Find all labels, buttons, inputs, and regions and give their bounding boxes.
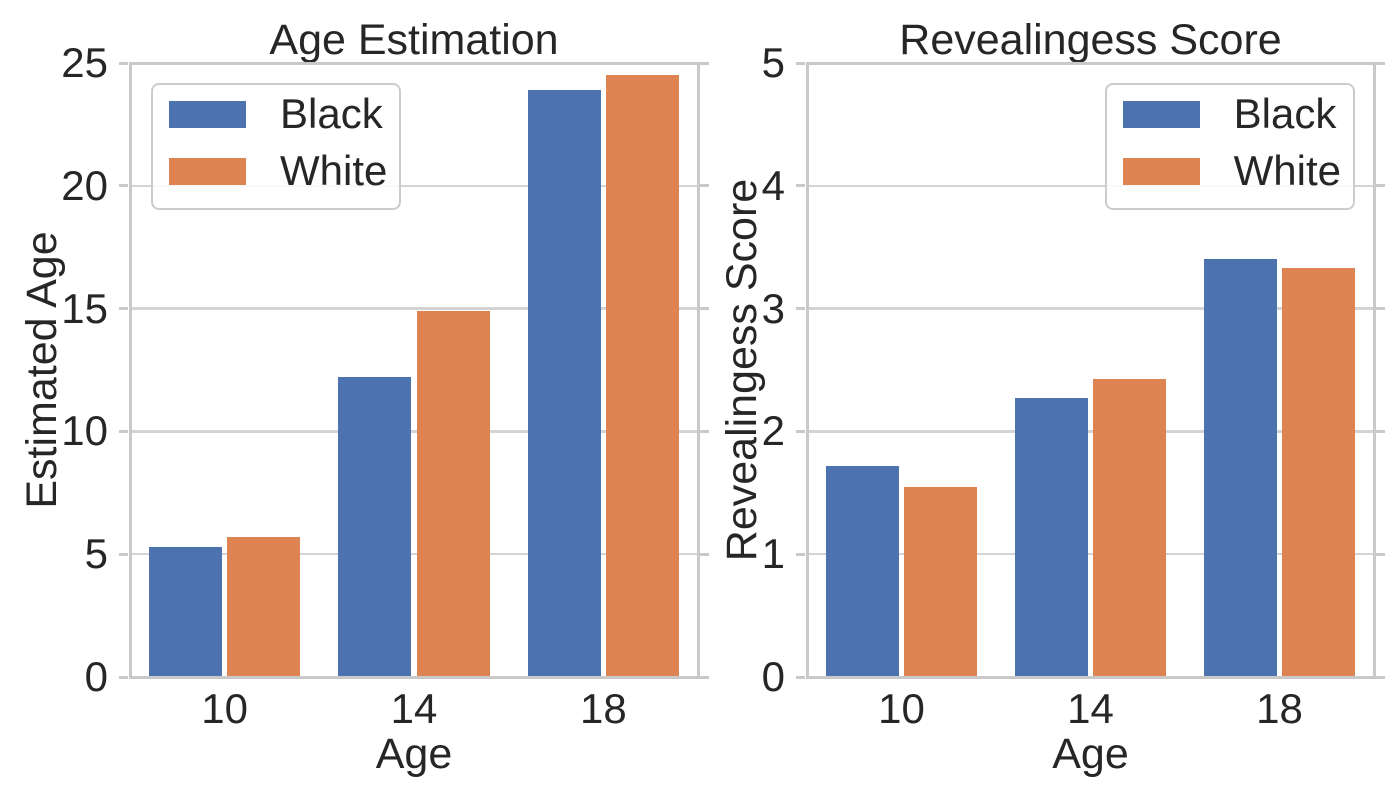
y-tick-mark (796, 184, 805, 188)
bar-white-14 (416, 311, 490, 677)
y-tick-mark (1376, 307, 1385, 311)
y-tick-label: 0 (84, 653, 108, 700)
y-tick-label: 5 (761, 39, 785, 86)
x-tick-label: 14 (390, 685, 438, 732)
legend-swatch-black (169, 100, 246, 128)
y-tick-label: 4 (761, 161, 785, 209)
y-tick-mark (119, 61, 128, 65)
x-axis-label: Age (375, 730, 453, 778)
y-tick-label: 10 (61, 407, 108, 455)
legend-label: Black (1233, 90, 1337, 137)
y-tick-mark (700, 429, 709, 433)
x-tick-label: 10 (878, 685, 925, 732)
x-axis-label: Age (1052, 730, 1129, 778)
legend: Black White (1104, 83, 1355, 210)
legend-swatch-black (1122, 100, 1200, 128)
y-tick-mark (119, 184, 128, 188)
y-tick-label: 15 (61, 284, 108, 332)
y-tick-mark (1376, 675, 1385, 679)
plot-border-right (696, 61, 700, 679)
gridline (130, 307, 698, 310)
plot-border-left (128, 61, 132, 679)
legend-swatch-white (169, 157, 246, 185)
bar-white-10 (904, 486, 978, 677)
y-tick-label: 3 (761, 284, 785, 332)
y-tick-mark (700, 552, 709, 556)
y-tick-mark (796, 61, 805, 65)
legend-item: White (169, 148, 387, 194)
bar-black-10 (148, 546, 223, 677)
y-tick-mark (119, 429, 128, 433)
y-tick-mark (700, 307, 709, 311)
plot-border-right (1372, 61, 1376, 679)
plot-border-left (805, 61, 809, 679)
y-tick-label: 25 (61, 39, 108, 86)
y-axis-label: Estimated Age (18, 231, 66, 509)
plot-border-bottom (128, 675, 700, 679)
legend-item: Black (169, 91, 387, 137)
y-tick-mark (1376, 552, 1385, 556)
y-tick-mark (700, 61, 709, 65)
bar-black-14 (1014, 398, 1088, 677)
right-plot-area: Revealingess Score Revealingess Score Ag… (718, 17, 1385, 777)
y-tick-mark (700, 675, 709, 679)
legend-item: Black (1122, 90, 1341, 137)
y-tick-label: 20 (61, 161, 108, 209)
y-tick-mark (1376, 429, 1385, 433)
y-tick-mark (796, 675, 805, 679)
legend-label: White (280, 147, 388, 194)
chart-title: Revealingess Score (899, 16, 1282, 64)
y-tick-mark (796, 307, 805, 311)
y-axis-label: Revealingess Score (718, 178, 766, 562)
x-tick-label: 10 (201, 685, 249, 732)
gridline (807, 184, 1374, 188)
bar-white-14 (1093, 378, 1167, 677)
y-tick-mark (796, 429, 805, 433)
bar-black-18 (527, 90, 601, 677)
gridline (807, 307, 1374, 310)
y-tick-mark (119, 552, 128, 556)
gridline (130, 184, 698, 188)
y-tick-mark (700, 184, 709, 188)
gridline (130, 552, 698, 556)
legend-label: White (1233, 147, 1341, 194)
plot-border-top (805, 61, 1376, 65)
plot-border-bottom (805, 675, 1376, 679)
y-tick-mark (1376, 184, 1385, 188)
left-plot-area: Age Estimation Estimated Age Age Black W… (18, 17, 709, 777)
legend: Black White (151, 83, 402, 210)
x-tick-label: 14 (1067, 685, 1114, 732)
x-tick-label: 18 (579, 685, 627, 732)
y-tick-mark (1376, 61, 1385, 65)
bar-black-10 (825, 465, 899, 677)
y-tick-label: 5 (84, 530, 108, 578)
gridline (807, 552, 1374, 556)
chart-title: Age Estimation (269, 16, 559, 64)
y-tick-label: 0 (761, 653, 785, 700)
gridline (807, 430, 1374, 433)
bar-white-18 (605, 75, 680, 677)
bar-black-18 (1203, 259, 1277, 677)
gridline (130, 430, 698, 433)
bar-white-18 (1282, 268, 1356, 677)
y-tick-label: 1 (761, 530, 785, 578)
y-tick-mark (796, 552, 805, 556)
bar-black-14 (338, 377, 412, 677)
legend-label: Black (280, 90, 383, 137)
y-tick-mark (119, 307, 128, 311)
y-tick-label: 2 (761, 407, 785, 455)
plot-border-top (128, 61, 700, 65)
legend-swatch-white (1122, 157, 1200, 185)
bar-white-10 (227, 537, 301, 677)
y-tick-mark (119, 675, 128, 679)
x-tick-label: 18 (1256, 685, 1303, 732)
legend-item: White (1122, 147, 1341, 194)
